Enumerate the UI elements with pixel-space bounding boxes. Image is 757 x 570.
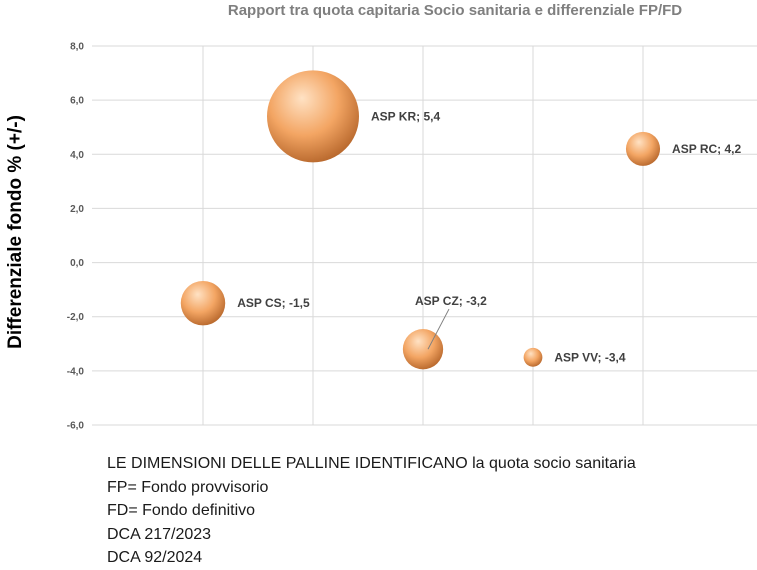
y-tick-label: 2,0 <box>70 204 84 215</box>
note-bubble-size: LE DIMENSIONI DELLE PALLINE IDENTIFICANO… <box>107 455 636 472</box>
bubble-asp-kr <box>267 70 359 163</box>
leader-line-asp-cz <box>427 308 450 350</box>
y-tick-label: -4,0 <box>67 366 85 377</box>
y-axis-label: Differenziale fondo % (+/-) <box>5 115 26 349</box>
bubble-asp-rc <box>625 131 661 166</box>
note-fp: FP= Fondo provvisorio <box>107 478 269 496</box>
data-label-asp-cz: ASP CZ; -3,2 <box>415 294 487 308</box>
note-dca-2024: DCA 92/2024 <box>107 549 203 566</box>
data-labels: ASP CS; -1,5 ASP KR; 5,4 ASP CZ; -3,2 ASP V… <box>237 109 741 364</box>
bubble-chart: Rapport tra quota capitaria Socio sanita… <box>5 2 757 432</box>
bubble-asp-cz <box>402 329 444 370</box>
y-tick-label: -2,0 <box>67 312 85 323</box>
data-label-asp-cs: ASP CS; -1,5 <box>237 296 310 310</box>
y-axis-ticks: 8,0 6,0 4,0 2,0 0,0 -2,0 -4,0 -6,0 <box>67 42 85 432</box>
bubble-asp-cs <box>180 280 226 326</box>
y-tick-label: 0,0 <box>70 258 84 269</box>
note-fd: FD= Fondo definitivo <box>107 502 256 519</box>
data-label-asp-kr: ASP KR; 5,4 <box>371 109 440 123</box>
data-label-asp-vv: ASP VV; -3,4 <box>554 350 625 364</box>
y-tick-label: -6,0 <box>67 421 85 432</box>
note-dca-2023: DCA 217/2023 <box>107 525 212 543</box>
data-label-asp-rc: ASP RC; 4,2 <box>672 142 741 156</box>
notes-block: LE DIMENSIONI DELLE PALLINE IDENTIFICANO… <box>107 452 636 570</box>
y-tick-label: 4,0 <box>70 150 84 161</box>
bubble-asp-vv <box>523 347 543 367</box>
bubbles <box>180 70 661 370</box>
chart-title: Rapport tra quota capitaria Socio sanita… <box>228 2 682 19</box>
y-tick-label: 6,0 <box>70 96 84 107</box>
y-tick-label: 8,0 <box>70 42 84 53</box>
